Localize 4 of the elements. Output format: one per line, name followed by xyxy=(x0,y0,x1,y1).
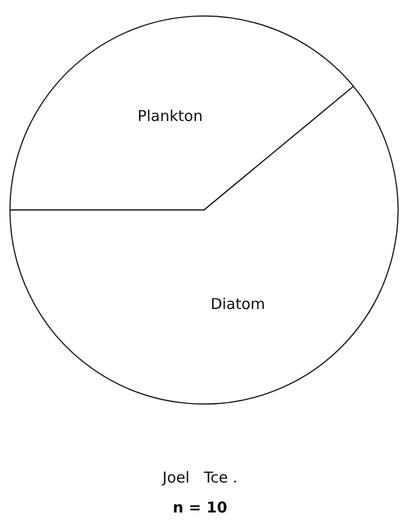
text: Joel Tce . xyxy=(162,468,238,486)
slice-label: Diatom xyxy=(210,295,266,314)
text: n = 10 xyxy=(172,498,228,516)
slice-label: Plankton xyxy=(138,106,203,125)
